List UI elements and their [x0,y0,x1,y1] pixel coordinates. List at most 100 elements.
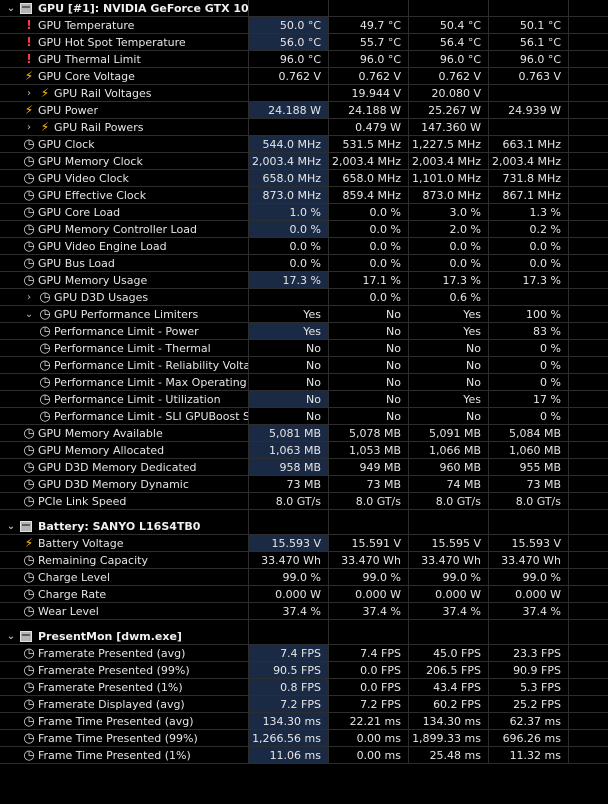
sensor-row[interactable]: ◷ Frame Time Presented (1%) 11.06 ms 0.00 m… [0,747,608,764]
section-header[interactable]: ⌄ GPU [#1]: NVIDIA GeForce GTX 1060 [0,0,608,17]
empty-cell [568,603,608,620]
sensor-row[interactable]: ◷ GPU Video Engine Load 0.0 % 0.0 % 0.0 % 0.0… [0,238,608,255]
collapse-chevron-icon[interactable]: ⌄ [6,3,16,14]
empty-cell [568,493,608,510]
sensor-row[interactable]: ! GPU Hot Spot Temperature 56.0 °C 55.7 °C 5… [0,34,608,51]
collapse-chevron-icon[interactable]: ⌄ [6,521,16,532]
sensor-row[interactable]: ◷ PCIe Link Speed 8.0 GT/s 8.0 GT/s 8.0 GT/s… [0,493,608,510]
min-value: 37.4 % [328,603,408,620]
max-value: Yes [408,391,488,408]
sensor-row[interactable]: ◷ GPU Memory Controller Load 0.0 % 0.0 % 2.0… [0,221,608,238]
avg-value: 99.0 % [488,569,568,586]
sensor-row[interactable]: › ◷ GPU D3D Usages 0.0 % 0.6 % [0,289,608,306]
sensor-row[interactable]: ◷ GPU D3D Memory Dedicated 958 MB 949 MB 960… [0,459,608,476]
sensor-label: Frame Time Presented (99%) [38,732,198,745]
sensor-label: Framerate Presented (99%) [38,664,190,677]
sensor-row[interactable]: ◷ Frame Time Presented (avg) 134.30 ms 22.2… [0,713,608,730]
gauge-icon: ◷ [23,256,35,271]
sensor-row[interactable]: ◷ GPU Bus Load 0.0 % 0.0 % 0.0 % 0.0 % [0,255,608,272]
section-spacer [0,510,608,527]
sensor-row[interactable]: ◷ GPU Memory Clock 2,003.4 MHz 2,003.4 MHz 2… [0,153,608,170]
sensor-row[interactable]: ◷ Performance Limit - Thermal No No No 0 % [0,340,608,357]
sensor-row[interactable]: ◷ GPU D3D Memory Dynamic 73 MB 73 MB 74 MB 73… [0,476,608,493]
sensor-row[interactable]: ◷ Remaining Capacity 33.470 Wh 33.470 Wh 33.… [0,552,608,569]
avg-value: 5.3 FPS [488,679,568,696]
avg-value: 23.3 FPS [488,645,568,662]
max-value: 0.0 % [408,238,488,255]
sensor-label: Frame Time Presented (1%) [38,749,191,762]
warning-icon: ! [26,18,32,32]
sensor-row[interactable]: ! GPU Thermal Limit 96.0 °C 96.0 °C 96.0 °C 9… [0,51,608,68]
sensor-row[interactable]: ◷ Charge Level 99.0 % 99.0 % 99.0 % 99.0 % [0,569,608,586]
section-title: Battery: SANYO L16S4TB0 [38,520,201,533]
sensor-row[interactable]: ◷ Wear Level 37.4 % 37.4 % 37.4 % 37.4 % [0,603,608,620]
gauge-icon: ◷ [23,443,35,458]
avg-value: 15.593 V [488,535,568,552]
sensor-row[interactable]: ◷ GPU Video Clock 658.0 MHz 658.0 MHz 1,101.… [0,170,608,187]
lightning-icon: ⚡ [40,120,50,134]
current-value: 50.0 °C [248,17,328,34]
sensor-row[interactable]: ⚡ Battery Voltage 15.593 V 15.591 V 15.595 V… [0,535,608,552]
sensor-row[interactable]: ◷ Performance Limit - Power Yes No Yes 83 % [0,323,608,340]
expand-chevron-icon[interactable]: › [27,88,31,99]
current-value: No [248,340,328,357]
empty-cell [568,408,608,425]
collapse-chevron-icon[interactable]: ⌄ [6,631,16,642]
max-value: 1,066 MB [408,442,488,459]
sensor-label: GPU Power [38,104,98,117]
section-header[interactable]: ⌄ Battery: SANYO L16S4TB0 [0,518,608,535]
sensor-row[interactable]: ◷ Framerate Presented (99%) 90.5 FPS 0.0 FP… [0,662,608,679]
min-value: 99.0 % [328,569,408,586]
current-value: 33.470 Wh [248,552,328,569]
sensor-row[interactable]: ◷ Framerate Presented (1%) 0.8 FPS 0.0 FPS 4… [0,679,608,696]
sensor-row[interactable]: ◷ GPU Effective Clock 873.0 MHz 859.4 MHz 87… [0,187,608,204]
sensor-row[interactable]: ◷ Frame Time Presented (99%) 1,266.56 ms 0.… [0,730,608,747]
sensor-row[interactable]: ⚡ GPU Power 24.188 W 24.188 W 25.267 W 24.939… [0,102,608,119]
avg-value: 62.37 ms [488,713,568,730]
sensor-row[interactable]: ◷ Charge Rate 0.000 W 0.000 W 0.000 W 0.000 W [0,586,608,603]
min-value: 531.5 MHz [328,136,408,153]
sensor-row[interactable]: ◷ GPU Core Load 1.0 % 0.0 % 3.0 % 1.3 % [0,204,608,221]
current-value: 8.0 GT/s [248,493,328,510]
min-value: 5,078 MB [328,425,408,442]
sensor-row[interactable]: ◷Performance Limit - SLI GPUBoost SyncNo… [0,408,608,425]
sensor-row[interactable]: ⌄ ◷ GPU Performance Limiters Yes No Yes 100 % [0,306,608,323]
max-value: 74 MB [408,476,488,493]
current-value: Yes [248,323,328,340]
avg-value: 5,084 MB [488,425,568,442]
sensor-row[interactable]: ◷ Performance Limit - Utilization No No Yes 1… [0,391,608,408]
sensor-row[interactable]: ◷ GPU Clock 544.0 MHz 531.5 MHz 1,227.5 MHz 6… [0,136,608,153]
sensor-row[interactable]: ◷ GPU Memory Available 5,081 MB 5,078 MB 5,0… [0,425,608,442]
sensor-row[interactable]: ◷ Framerate Displayed (avg) 7.2 FPS 7.2 FPS… [0,696,608,713]
collapse-chevron-icon[interactable]: ⌄ [24,309,34,320]
sensor-row[interactable]: ◷ GPU Memory Usage 17.3 % 17.1 % 17.3 % 17.3 … [0,272,608,289]
empty-cell [568,476,608,493]
sensor-row[interactable]: ⚡ GPU Core Voltage 0.762 V 0.762 V 0.762 V 0.… [0,68,608,85]
expand-chevron-icon[interactable]: › [27,292,31,303]
sensor-row[interactable]: ◷ GPU Memory Allocated 1,063 MB 1,053 MB 1,0… [0,442,608,459]
max-value: Yes [408,323,488,340]
sensor-row[interactable]: ◷ Performance Limit - Reliability Voltage… [0,357,608,374]
min-value: No [328,340,408,357]
min-value: 96.0 °C [328,51,408,68]
max-value: No [408,408,488,425]
avg-value: 0 % [488,408,568,425]
sensor-row[interactable]: ◷ Framerate Presented (avg) 7.4 FPS 7.4 FPS… [0,645,608,662]
empty-cell [568,696,608,713]
lightning-icon: ⚡ [24,536,34,550]
section-header[interactable]: ⌄ PresentMon [dwm.exe] [0,628,608,645]
sensor-row[interactable]: › ⚡ GPU Rail Powers 0.479 W 147.360 W [0,119,608,136]
sensor-grid: ⌄ GPU [#1]: NVIDIA GeForce GTX 1060! GPU T… [0,0,608,764]
empty-cell [568,68,608,85]
current-value: 7.2 FPS [248,696,328,713]
expand-chevron-icon[interactable]: › [27,122,31,133]
current-value: 56.0 °C [248,34,328,51]
max-value: 1,101.0 MHz [408,170,488,187]
empty-cell [568,221,608,238]
lightning-icon: ⚡ [24,69,34,83]
sensor-row[interactable]: ◷ Performance Limit - Max Operating V... N… [0,374,608,391]
sensor-row[interactable]: ! GPU Temperature 50.0 °C 49.7 °C 50.4 °C 50.… [0,17,608,34]
max-value: 96.0 °C [408,51,488,68]
gauge-icon: ◷ [23,460,35,475]
sensor-row[interactable]: › ⚡ GPU Rail Voltages 19.944 V 20.080 V [0,85,608,102]
